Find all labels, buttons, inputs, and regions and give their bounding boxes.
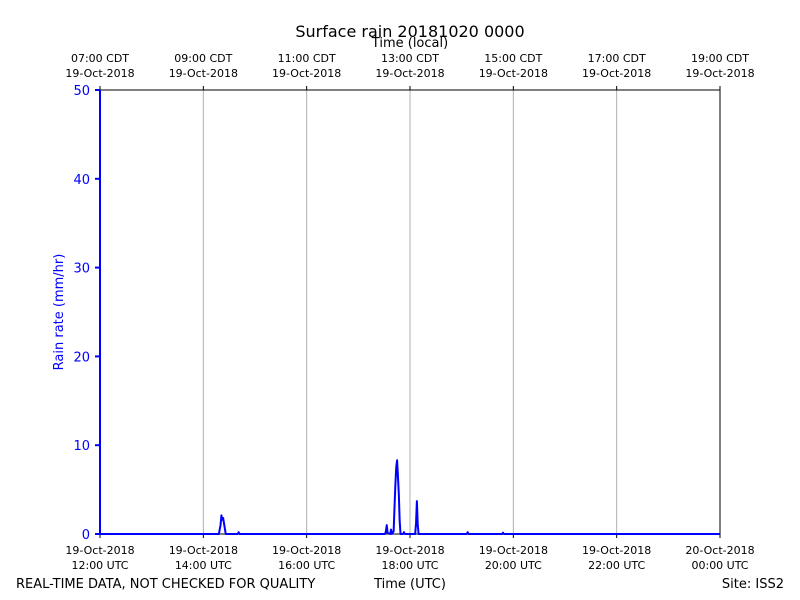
y-tick-label: 40 <box>73 173 90 188</box>
x-tick-label: 16:00 UTC <box>278 559 335 572</box>
y-axis-label: Rain rate (mm/hr) <box>52 254 67 371</box>
x2-tick-date: 19-Oct-2018 <box>272 67 341 80</box>
grid-lines <box>99 90 721 534</box>
x2-tick-label: 15:00 CDT <box>484 52 542 65</box>
y-tick-label: 30 <box>73 262 90 277</box>
x2-tick-label: 11:00 CDT <box>278 52 336 65</box>
y-tick-label: 10 <box>73 439 90 454</box>
x2-tick-label: 19:00 CDT <box>691 52 749 65</box>
x-tick-label: 14:00 UTC <box>175 559 232 572</box>
x-tick-date: 19-Oct-2018 <box>272 544 341 557</box>
top-axis-title: Time (local) <box>371 36 448 51</box>
x2-tick-label: 17:00 CDT <box>588 52 646 65</box>
y-tick-label: 0 <box>82 528 90 543</box>
x-tick-date: 19-Oct-2018 <box>65 544 134 557</box>
x2-tick-label: 13:00 CDT <box>381 52 439 65</box>
x-tick-date: 19-Oct-2018 <box>375 544 444 557</box>
x2-tick-date: 19-Oct-2018 <box>582 67 651 80</box>
rain-rate-series-line <box>99 90 720 535</box>
x-tick-date: 20-Oct-2018 <box>685 544 754 557</box>
quality-disclaimer: REAL-TIME DATA, NOT CHECKED FOR QUALITY <box>16 577 315 592</box>
x-tick-date: 19-Oct-2018 <box>582 544 651 557</box>
x-tick-date: 19-Oct-2018 <box>169 544 238 557</box>
y-tick-label: 50 <box>73 84 90 99</box>
x-tick-label: 18:00 UTC <box>381 559 438 572</box>
y-tick-label: 20 <box>73 350 90 365</box>
x2-tick-label: 07:00 CDT <box>71 52 129 65</box>
x2-tick-label: 09:00 CDT <box>174 52 232 65</box>
site-label: Site: ISS2 <box>722 577 784 592</box>
bottom-axis-title: Time (UTC) <box>373 577 446 592</box>
chart-title: Surface rain 20181020 0000 <box>295 22 524 41</box>
x-tick-label: 00:00 UTC <box>691 559 748 572</box>
x2-tick-date: 19-Oct-2018 <box>375 67 444 80</box>
x-tick-label: 20:00 UTC <box>485 559 542 572</box>
x2-tick-date: 19-Oct-2018 <box>685 67 754 80</box>
x2-tick-date: 19-Oct-2018 <box>65 67 134 80</box>
x-tick-label: 12:00 UTC <box>71 559 128 572</box>
x-tick-label: 22:00 UTC <box>588 559 645 572</box>
x2-tick-date: 19-Oct-2018 <box>169 67 238 80</box>
x2-tick-date: 19-Oct-2018 <box>479 67 548 80</box>
x-tick-date: 19-Oct-2018 <box>479 544 548 557</box>
axis-ticks: 19-Oct-2018 12:00 UTC 07:00 CDT 19-Oct-2018… <box>65 52 754 572</box>
